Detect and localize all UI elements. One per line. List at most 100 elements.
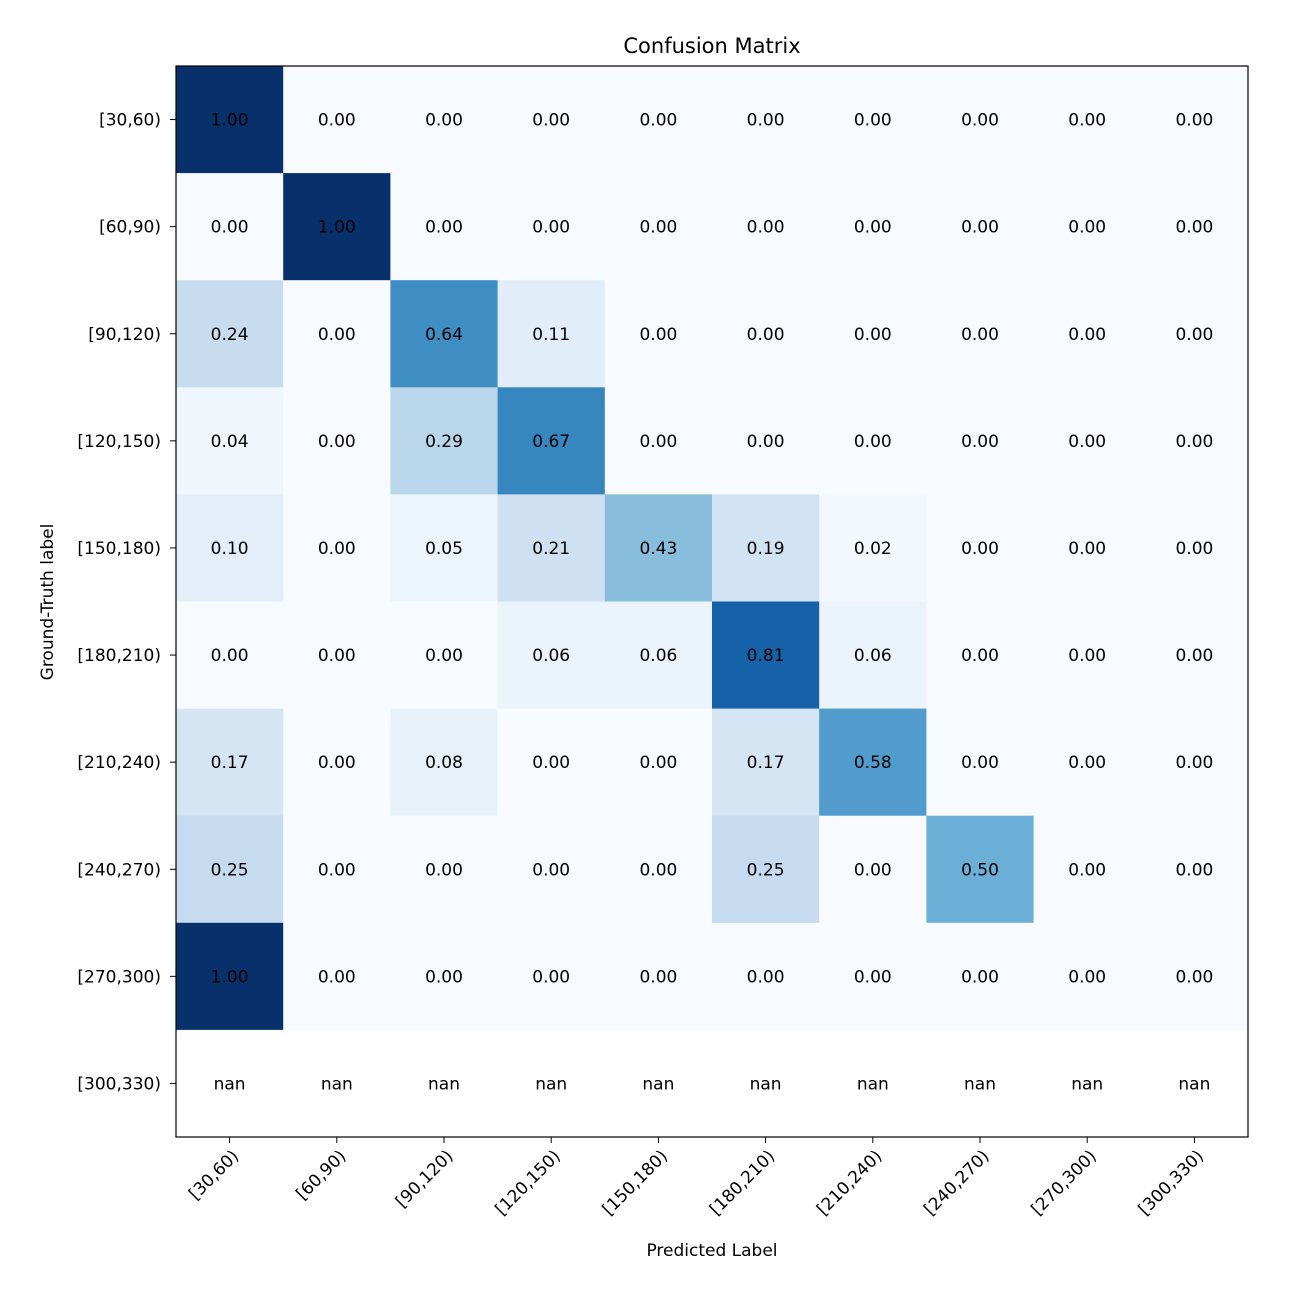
cell-value-label: 0.00 [211,218,249,238]
heatmap-cell [604,173,713,281]
heatmap-cell [283,922,391,1031]
cell-value-label: 0.06 [854,646,892,666]
heatmap-cell [926,387,1035,495]
heatmap-cell [1033,173,1142,281]
heatmap-cell [497,708,606,817]
cell-value-label: 0.00 [747,111,785,131]
cell-value-label: 0.00 [854,432,892,452]
cell-value-label: nan [214,1074,246,1094]
cell-value-label: 0.00 [1068,539,1106,559]
cell-value-label: 0.00 [1175,218,1213,238]
cell-value-label: 0.25 [747,860,785,880]
heatmap-cell [390,494,499,603]
cell-value-label: 0.00 [1068,432,1106,452]
cell-value-label: 0.24 [211,325,249,345]
y-tick-label: [180,210) [77,646,161,666]
y-tick-label: [60,90) [99,218,161,238]
cell-value-label: 0.00 [1175,432,1213,452]
heatmap-cell [712,280,820,388]
cell-value-label: 0.00 [639,753,677,773]
cell-value-label: 0.00 [639,860,677,880]
cell-value-label: 0.11 [532,325,570,345]
cell-value-label: 0.29 [425,432,463,452]
cell-value-label: 0.05 [425,539,463,559]
heatmap-cell [604,280,713,388]
heatmap-cell [497,494,606,603]
cell-value-label: 0.00 [1068,646,1106,666]
cell-value-label: 0.00 [532,753,570,773]
x-axis-ticks: [30,60) [60,90) [90,120) [120,150) [150,180)… [185,1137,1208,1220]
heatmap-cell [926,280,1035,388]
heatmap-cell [604,1029,713,1138]
cell-value-label: 0.00 [961,646,999,666]
heatmap-cell [283,173,391,281]
cell-value-label: 0.00 [1068,218,1106,238]
cell-value-label: 0.58 [854,753,892,773]
y-axis-ticks: [30,60) [60,90) [90,120) [120,150) [150,180)… [77,111,176,1094]
cell-value-label: 0.00 [961,111,999,131]
heatmap-cell [1033,1029,1142,1138]
cell-value-label: 0.00 [961,539,999,559]
x-tick-label: [210,240) [813,1146,886,1219]
cell-value-label: 0.67 [532,432,570,452]
cell-value-label: 0.00 [747,967,785,987]
x-tick-label: [30,60) [185,1146,243,1204]
heatmap-cell [819,1029,927,1138]
heatmap-cell [283,601,391,710]
y-tick-label: [270,300) [77,967,161,987]
heatmap-cell [283,815,391,924]
cell-value-label: 0.00 [318,325,356,345]
heatmap-cell [604,922,713,1031]
heatmap-cell [712,66,820,174]
heatmap-cell [604,494,713,603]
heatmap-cell [1140,601,1249,710]
heatmap-cell [712,387,820,495]
heatmap-cell [712,708,820,817]
y-tick-label: [120,150) [77,432,161,452]
heatmap-cell [819,708,927,817]
cell-value-label: 0.00 [854,860,892,880]
cell-value-label: 0.00 [747,218,785,238]
heatmap-cells [176,66,1249,1138]
cell-value-label: nan [1071,1074,1103,1094]
chart-title: Confusion Matrix [623,34,800,58]
cell-value-label: 0.00 [854,967,892,987]
cell-value-label: 0.02 [854,539,892,559]
y-tick-label: [150,180) [77,539,161,559]
y-tick-label: [210,240) [77,753,161,773]
heatmap-cell [176,1029,284,1138]
x-tick-label: [180,210) [706,1146,779,1219]
x-axis-label: Predicted Label [646,1241,777,1261]
heatmap-cell [604,387,713,495]
heatmap-cell [1140,173,1249,281]
heatmap-cell [283,66,391,174]
cell-value-label: 0.21 [532,539,570,559]
cell-value-label: 1.00 [211,967,249,987]
heatmap-cell [1140,494,1249,603]
cell-value-label: 0.00 [961,218,999,238]
cell-value-label: 0.00 [1068,111,1106,131]
cell-labels: 1.00 0.00 0.00 0.00 0.00 0.00 0.00 0.00 0.00 0.00… [211,111,1214,1095]
cell-value-label: 0.06 [532,646,570,666]
cell-value-label: nan [535,1074,567,1094]
x-tick-label: [150,180) [599,1146,672,1219]
y-axis-label: Ground-Truth label [38,524,58,681]
heatmap-cell [926,173,1035,281]
heatmap-cell [926,708,1035,817]
heatmap-cell [283,280,391,388]
cell-value-label: 0.00 [1175,539,1213,559]
x-tick-label: [60,90) [292,1146,350,1204]
heatmap-cell [390,601,499,710]
heatmap-cell [926,815,1035,924]
heatmap-cell [1140,387,1249,495]
cell-value-label: 0.50 [961,860,999,880]
heatmap-cell [926,601,1035,710]
cell-value-label: 0.00 [211,646,249,666]
cell-value-label: 0.00 [532,967,570,987]
cell-value-label: 1.00 [318,218,356,238]
cell-value-label: 0.00 [318,753,356,773]
cell-value-label: nan [428,1074,460,1094]
cell-value-label: 0.25 [211,860,249,880]
cell-value-label: nan [857,1074,889,1094]
cell-value-label: 0.08 [425,753,463,773]
